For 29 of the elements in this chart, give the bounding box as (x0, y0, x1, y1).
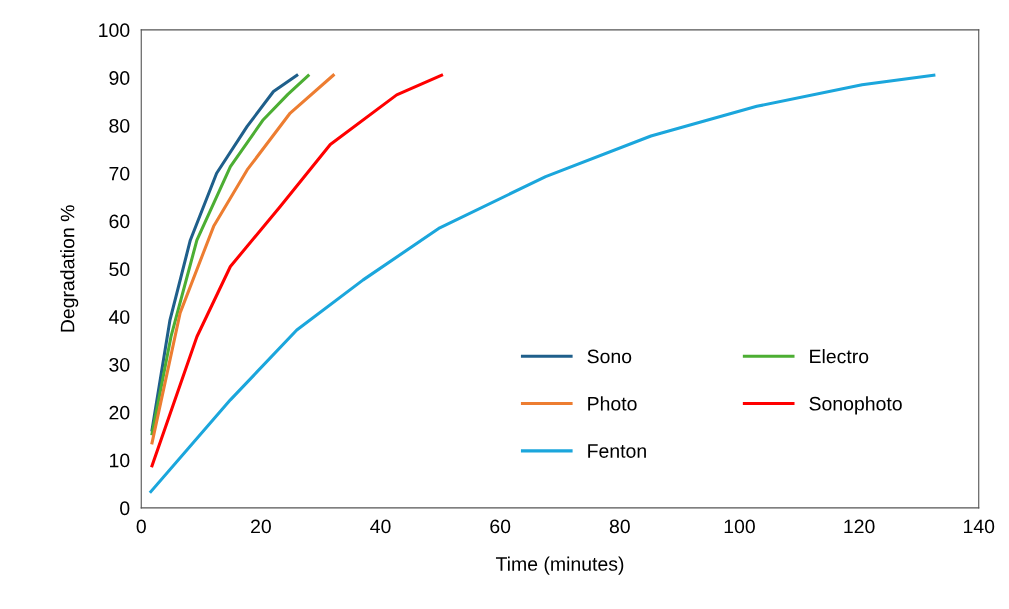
x-tick-label: 40 (370, 519, 391, 534)
line-series (150, 73, 444, 468)
y-tick-label: 40 (108, 310, 130, 324)
y-tick-label: 80 (109, 118, 130, 133)
x-tick-label: 20 (251, 519, 271, 534)
y-tick-label: 60 (109, 214, 130, 229)
y-tick-label: 100 (99, 23, 130, 38)
x-tick-label: 140 (963, 519, 995, 534)
legend-label: Fenton (588, 444, 646, 458)
y-axis-title: Degradation % (60, 205, 79, 332)
x-tick-label: 0 (136, 519, 146, 534)
x-tick-label: 80 (609, 519, 630, 534)
y-tick-label: 0 (120, 501, 130, 516)
y-tick-label: 50 (109, 262, 130, 277)
legend-label: Sono (587, 349, 632, 364)
x-tick-label: 60 (490, 519, 511, 534)
y-tick-label: 70 (109, 166, 130, 181)
y-tick-label: 30 (109, 357, 130, 372)
line-series (149, 73, 936, 494)
legend-label: Sonophoto (809, 396, 902, 415)
y-tick-label: 90 (109, 71, 130, 85)
x-axis-title: Time (minutes) (495, 556, 624, 575)
y-tick-label: 10 (110, 453, 130, 468)
legend-label: Electro (810, 349, 869, 364)
x-tick-label: 100 (724, 519, 755, 534)
legend-label: Photo (588, 396, 637, 411)
y-tick-label: 20 (109, 405, 130, 420)
x-tick-label: 120 (844, 519, 875, 534)
line-series (150, 73, 335, 445)
